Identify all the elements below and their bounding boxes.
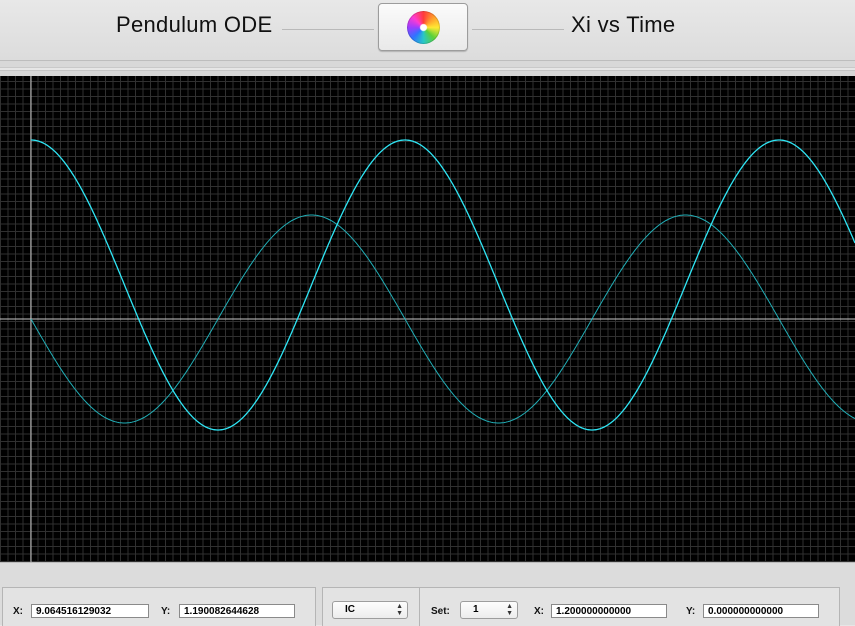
header-bar: Pendulum ODE Xi vs Time	[0, 0, 855, 60]
plot-canvas[interactable]	[0, 76, 855, 562]
system-title: Pendulum ODE	[116, 12, 273, 37]
set-label: Set:	[431, 606, 450, 617]
separator	[0, 70, 855, 77]
mode-select-value: IC	[345, 604, 355, 615]
cursor-y-field[interactable]: 1.190082644628	[179, 604, 295, 618]
cursor-x-field[interactable]: 9.064516129032	[31, 604, 149, 618]
set-stepper-value: 1	[473, 604, 479, 615]
cursor-panel: X: 9.064516129032 Y: 1.190082644628	[2, 587, 316, 626]
status-bar: X: 9.064516129032 Y: 1.190082644628 IC ▲…	[0, 562, 855, 626]
angle-curve	[31, 139, 855, 431]
plot-title: Xi vs Time	[571, 12, 676, 37]
cursor-y-label: Y:	[161, 606, 171, 617]
header-divider-right	[472, 29, 564, 30]
ic-y-label: Y:	[686, 606, 696, 617]
color-wheel-icon	[406, 10, 440, 44]
ic-y-field[interactable]: 0.000000000000	[703, 604, 819, 618]
ic-x-label: X:	[534, 606, 544, 617]
plot-svg	[0, 76, 855, 562]
panel-divider	[419, 588, 420, 626]
updown-arrows-icon: ▲ ▼	[396, 603, 403, 617]
set-stepper[interactable]: 1 ▲ ▼	[460, 601, 518, 619]
ic-x-field[interactable]: 1.200000000000	[551, 604, 667, 618]
initial-condition-panel: IC ▲ ▼ Set: 1 ▲ ▼ X: 1.200000000000 Y: 0.0…	[322, 587, 840, 626]
logo-button[interactable]	[378, 3, 468, 51]
updown-arrows-icon: ▲ ▼	[506, 603, 513, 617]
separator	[0, 60, 855, 68]
mode-select[interactable]: IC ▲ ▼	[332, 601, 408, 619]
header-divider-left	[282, 29, 374, 30]
velocity-curve	[30, 214, 855, 424]
cursor-x-label: X:	[13, 606, 23, 617]
